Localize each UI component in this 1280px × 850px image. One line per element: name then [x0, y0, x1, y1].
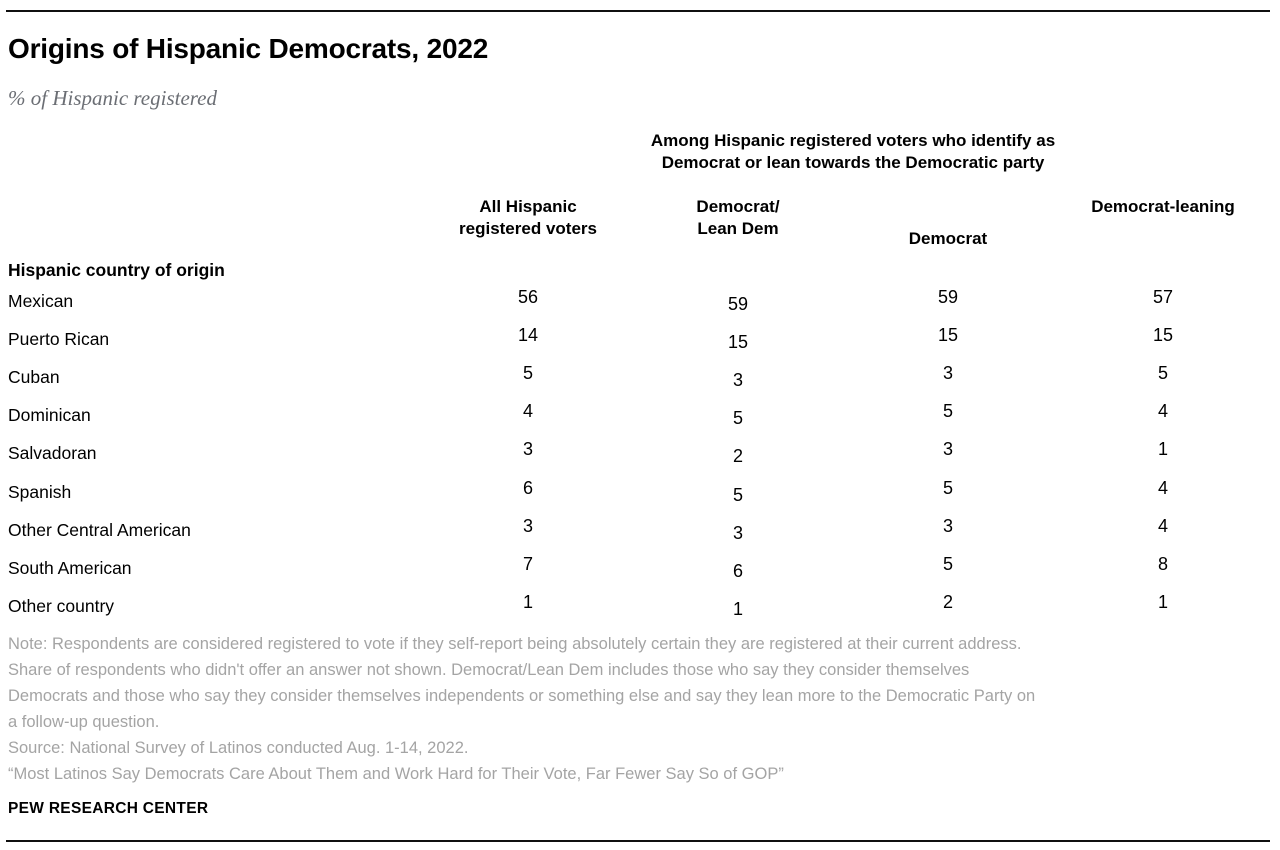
- cell-democrat: 2: [942, 592, 953, 613]
- column-header-democrat: Democrat: [908, 229, 988, 248]
- cell-democrat-lean-dem: 5: [732, 484, 743, 505]
- cell-all-hispanic: 1: [522, 592, 533, 613]
- row-label: Spanish: [8, 481, 72, 502]
- cell-democrat-leaning: 15: [1152, 324, 1174, 345]
- column-header-line: Democrat/: [696, 197, 780, 216]
- source-text: Source: National Survey of Latinos condu…: [8, 738, 469, 757]
- cell-democrat-leaning: 1: [1157, 592, 1168, 613]
- cell-all-hispanic: 4: [522, 401, 533, 422]
- cell-democrat-leaning: 4: [1157, 515, 1168, 536]
- table-row: Salvadoran 3 2 3 1: [8, 435, 1278, 473]
- row-label: Cuban: [8, 366, 60, 387]
- row-group-header-row: Hispanic country of origin: [8, 258, 1278, 282]
- cell-all-hispanic: 7: [522, 553, 533, 574]
- cell-democrat-lean-dem: 3: [732, 522, 743, 543]
- cell-democrat: 3: [942, 515, 953, 536]
- note-line: Share of respondents who didn't offer an…: [8, 660, 970, 679]
- note-line: Democrats and those who say they conside…: [8, 686, 1036, 705]
- cell-democrat: 3: [942, 439, 953, 460]
- row-label: Other Central American: [8, 519, 191, 540]
- column-header-democrat-lean-dem: Democrat/ Lean Dem: [628, 196, 848, 244]
- cell-democrat-leaning: 4: [1157, 477, 1168, 498]
- cell-democrat-lean-dem: 59: [727, 293, 749, 314]
- cell-democrat: 5: [942, 477, 953, 498]
- column-header-all-hispanic-registered-voters: All Hispanic registered voters: [428, 196, 628, 244]
- column-header-line: Lean Dem: [697, 219, 779, 238]
- row-label: Mexican: [8, 290, 74, 311]
- table-row: Other country 1 1 2 1: [8, 588, 1278, 626]
- top-rule: [6, 10, 1270, 12]
- cell-democrat-leaning: 57: [1152, 286, 1174, 307]
- row-label: South American: [8, 557, 132, 578]
- cell-democrat-leaning: 4: [1157, 401, 1168, 422]
- report-title-quote: “Most Latinos Say Democrats Care About T…: [8, 764, 784, 783]
- row-label: Dominican: [8, 405, 91, 426]
- brand-wordmark: PEW RESEARCH CENTER: [8, 799, 209, 817]
- cell-all-hispanic: 3: [522, 515, 533, 536]
- cell-democrat-lean-dem: 5: [732, 408, 743, 429]
- column-header-democrat-leaning: Democrat-leaning: [1091, 197, 1235, 216]
- page-subtitle: % of Hispanic registered: [8, 86, 217, 110]
- column-group-header-line2: Democrat or lean towards the Democratic …: [661, 153, 1045, 172]
- table-body: Mexican 56 59 59 57 Puerto Rican 14 15 1…: [8, 282, 1278, 626]
- row-label: Puerto Rican: [8, 328, 110, 349]
- table-row: Mexican 56 59 59 57: [8, 282, 1278, 320]
- cell-democrat-lean-dem: 15: [727, 331, 749, 352]
- footnotes: Note: Respondents are considered registe…: [8, 631, 1278, 787]
- column-group-header-line1: Among Hispanic registered voters who ide…: [650, 131, 1056, 150]
- cell-democrat-leaning: 5: [1157, 362, 1168, 383]
- note-line: a follow-up question.: [8, 712, 160, 731]
- cell-democrat: 5: [942, 553, 953, 574]
- cell-democrat-lean-dem: 6: [732, 560, 743, 581]
- cell-democrat-lean-dem: 2: [732, 446, 743, 467]
- row-group-header: Hispanic country of origin: [8, 260, 225, 280]
- cell-all-hispanic: 5: [522, 362, 533, 383]
- row-label: Salvadoran: [8, 443, 97, 464]
- cell-all-hispanic: 6: [522, 477, 533, 498]
- note-line: Note: Respondents are considered registe…: [8, 634, 1022, 653]
- cell-democrat: 5: [942, 401, 953, 422]
- column-header-spacer: [8, 196, 428, 244]
- cell-democrat-leaning: 8: [1157, 553, 1168, 574]
- column-header-line: All Hispanic: [479, 197, 577, 216]
- cell-democrat-lean-dem: 1: [732, 599, 743, 620]
- column-group-header: Among Hispanic registered voters who ide…: [428, 130, 1278, 174]
- figure-content: Origins of Hispanic Democrats, 2022 % of…: [8, 12, 1278, 818]
- table-row: Cuban 5 3 3 5: [8, 358, 1278, 396]
- cell-all-hispanic: 3: [522, 439, 533, 460]
- cell-democrat: 3: [942, 362, 953, 383]
- table-row: Spanish 6 5 5 4: [8, 473, 1278, 511]
- table-row: South American 7 6 5 8: [8, 549, 1278, 587]
- page-title: Origins of Hispanic Democrats, 2022: [8, 33, 489, 64]
- row-label: Other country: [8, 596, 115, 617]
- cell-democrat: 15: [937, 324, 959, 345]
- bottom-rule: [6, 840, 1270, 842]
- cell-democrat-leaning: 1: [1157, 439, 1168, 460]
- table-row: Dominican 4 5 5 4: [8, 397, 1278, 435]
- cell-democrat: 59: [937, 286, 959, 307]
- table-row: Other Central American 3 3 3 4: [8, 511, 1278, 549]
- table-row: Puerto Rican 14 15 15 15: [8, 320, 1278, 358]
- column-header-line: registered voters: [459, 219, 597, 238]
- cell-all-hispanic: 14: [517, 324, 539, 345]
- cell-democrat-lean-dem: 3: [732, 369, 743, 390]
- cell-all-hispanic: 56: [517, 286, 539, 307]
- column-headers-row: All Hispanic registered voters Democrat/…: [8, 196, 1278, 248]
